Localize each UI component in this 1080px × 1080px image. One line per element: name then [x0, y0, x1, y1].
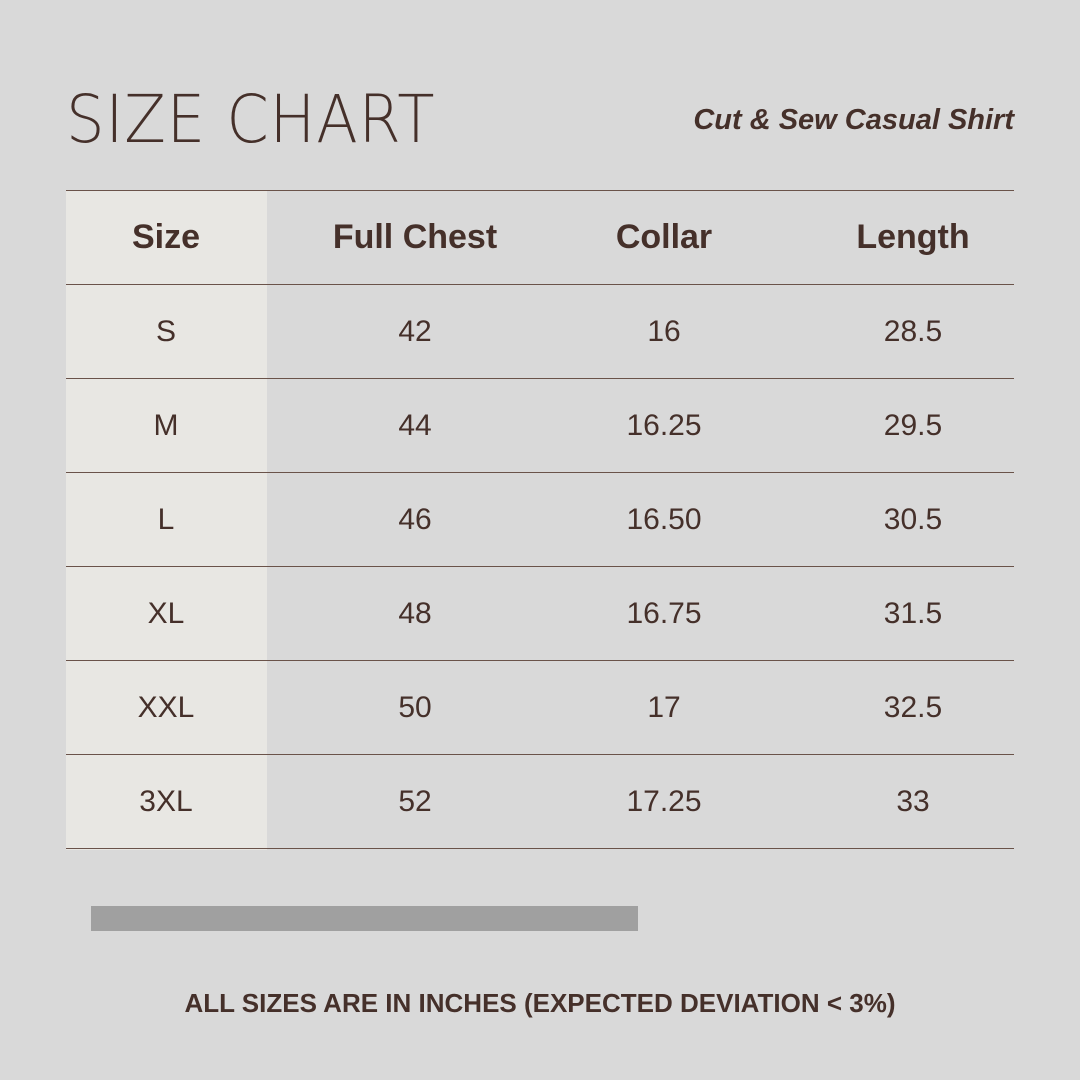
table-cell: 52 [398, 785, 432, 818]
table-cell: 29.5 [883, 409, 943, 442]
table-cell: 44 [398, 409, 432, 442]
table-cell: 28.5 [883, 315, 943, 348]
table-row: 3XL 52 17.25 33 [66, 754, 1014, 849]
table-row: L 46 16.50 30.5 [66, 472, 1014, 566]
footnote: ALL SIZES ARE IN INCHES (EXPECTED DEVIAT… [184, 988, 896, 1018]
table-cell: 33 [896, 785, 930, 818]
table-cell: 48 [398, 597, 432, 630]
column-header: Full Chest [332, 218, 498, 256]
table-row: S 42 16 28.5 [66, 284, 1014, 378]
size-column-background [66, 190, 267, 850]
column-header: Collar [615, 218, 713, 256]
table-cell: M [153, 409, 179, 442]
table-cell: XXL [137, 691, 195, 724]
product-subtitle: Cut & Sew Casual Shirt [693, 104, 1014, 136]
table-row: XL 48 16.75 31.5 [66, 566, 1014, 660]
column-header: Length [856, 218, 970, 256]
table-header-row: Size Full Chest Collar Length [66, 190, 1014, 284]
table-cell: S [155, 315, 176, 348]
table-cell: 17.25 [626, 785, 702, 818]
column-header: Size [131, 218, 201, 256]
size-table: Size Full Chest Collar Length S 42 16 28.5 M 44 16… [66, 190, 1014, 850]
table-row: XXL 50 17 32.5 [66, 660, 1014, 754]
table-cell: 30.5 [883, 503, 943, 536]
table-cell: 16.75 [626, 597, 702, 630]
table-cell: 16.50 [626, 503, 702, 536]
table-cell: 31.5 [883, 597, 943, 630]
table-cell: XL [147, 597, 185, 630]
table-row: M 44 16.25 29.5 [66, 378, 1014, 472]
table-cell: 50 [398, 691, 432, 724]
table-cell: 16.25 [626, 409, 702, 442]
table-cell: 16 [647, 315, 681, 348]
table-cell: 32.5 [883, 691, 943, 724]
table-cell: 46 [398, 503, 432, 536]
table-cell: 3XL [139, 785, 193, 818]
decorative-bar [91, 906, 638, 931]
table-cell: 42 [398, 315, 432, 348]
page-title: SIZE CHART [66, 81, 436, 158]
table-cell: L [157, 503, 175, 536]
table-cell: 17 [647, 691, 681, 724]
